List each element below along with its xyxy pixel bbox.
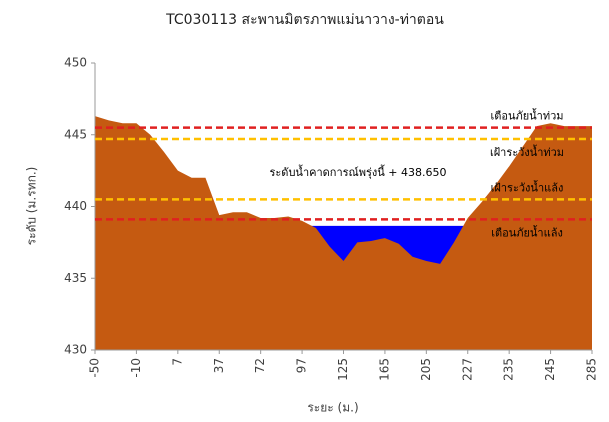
y-tick-label: 445 bbox=[64, 127, 87, 141]
y-tick-label: 435 bbox=[64, 271, 87, 285]
y-axis-label: ระดับ (ม.รทก.) bbox=[25, 167, 39, 246]
x-tick-label: 227 bbox=[460, 358, 474, 381]
threshold-label: เฝ้าระวังน้ำแล้ง bbox=[491, 179, 564, 194]
chart-title: TC030113 สะพานมิตรภาพแม่นาวาง-ท่าตอน bbox=[165, 12, 444, 28]
y-tick-label: 440 bbox=[64, 199, 87, 213]
threshold-label: เฝ้าระวังน้ำท่วม bbox=[490, 144, 564, 159]
y-tick-label: 430 bbox=[64, 343, 87, 357]
x-tick-label: 37 bbox=[212, 358, 226, 373]
x-tick-label: -10 bbox=[129, 358, 143, 378]
x-tick-label: 72 bbox=[253, 358, 267, 373]
x-tick-label: 97 bbox=[295, 358, 309, 373]
water-label: ระดับน้ำคาดการณ์พรุ่งนี้ + 438.650 bbox=[269, 164, 446, 179]
threshold-label: เตือนภัยน้ำท่วม bbox=[490, 108, 563, 123]
x-tick-label: 285 bbox=[585, 358, 599, 381]
x-tick-label: 7 bbox=[170, 358, 184, 366]
x-tick-label: 165 bbox=[377, 358, 391, 381]
x-tick-label: 235 bbox=[502, 358, 516, 381]
y-tick-label: 450 bbox=[64, 56, 87, 70]
threshold-label: เตือนภัยน้ำแล้ง bbox=[491, 224, 563, 239]
x-tick-label: 245 bbox=[543, 358, 557, 381]
x-axis-label: ระยะ (ม.) bbox=[307, 401, 358, 415]
x-tick-label: -50 bbox=[88, 358, 102, 378]
x-tick-label: 205 bbox=[419, 358, 433, 381]
x-tick-label: 125 bbox=[336, 358, 350, 381]
ground-area bbox=[95, 116, 592, 350]
